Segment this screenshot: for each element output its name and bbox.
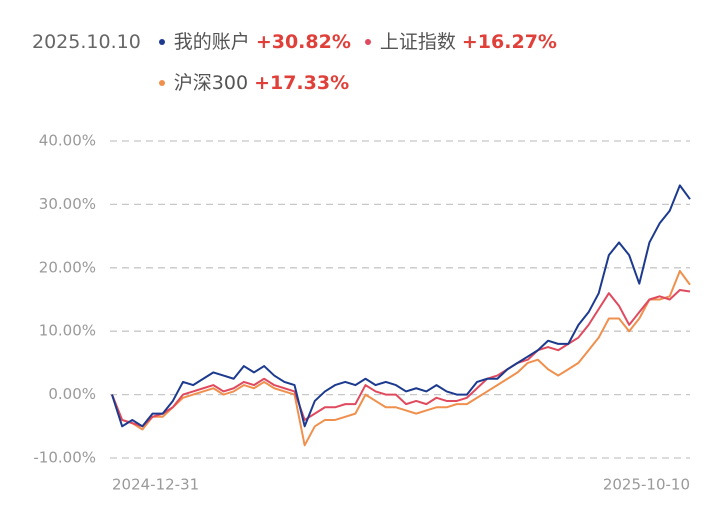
- y-tick-label: -10.00%: [33, 449, 96, 467]
- legend-item: 上证指数 +16.27%: [364, 28, 557, 56]
- series-line: [111, 288, 691, 428]
- legend-value: +16.27%: [461, 31, 557, 53]
- legend-dot: [364, 39, 371, 45]
- x-tick-label: 2024-12-31: [112, 476, 199, 494]
- legend-dot: [158, 80, 165, 86]
- y-tick-label: 30.00%: [39, 195, 96, 213]
- date: 2025.10.10: [32, 31, 141, 53]
- legend-name: 我的账户: [173, 31, 250, 53]
- y-tick-label: 40.00%: [39, 132, 96, 150]
- series-line: [111, 269, 691, 447]
- y-tick-label: 0.00%: [48, 385, 96, 403]
- legend-value: +30.82%: [255, 31, 351, 53]
- legend-item: 我的账户 +30.82%: [158, 28, 351, 56]
- legend-value: +17.33%: [254, 72, 350, 94]
- legend-dot: [158, 39, 165, 45]
- legend: 我的账户 +30.82% 上证指数 +16.27% 沪深300 +17.33%: [158, 28, 599, 97]
- header: 2025.10.10 我的账户 +30.82% 上证指数 +16.27% 沪深300 +1…: [32, 28, 599, 97]
- y-tick-label: 20.00%: [39, 258, 96, 276]
- y-tick-label: 10.00%: [39, 322, 96, 340]
- legend-name: 上证指数: [379, 31, 456, 53]
- series-line: [111, 184, 691, 428]
- legend-item: 沪深300 +17.33%: [158, 69, 350, 97]
- legend-name: 沪深300: [173, 72, 249, 94]
- x-tick-label: 2025-10-10: [603, 476, 690, 494]
